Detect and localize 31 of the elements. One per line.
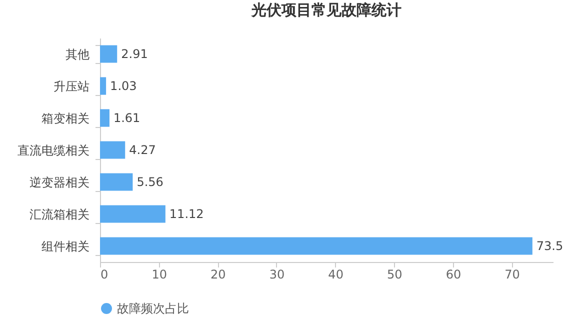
y-tick-label: 组件相关 <box>42 240 90 254</box>
x-tick-label: 60 <box>446 268 462 282</box>
y-tick-label: 直流电缆相关 <box>18 144 90 158</box>
bar <box>100 109 110 127</box>
bar <box>100 237 532 255</box>
y-tick-label: 箱变相关 <box>42 112 90 126</box>
data-label: 4.27 <box>129 143 156 157</box>
data-label: 1.61 <box>113 111 140 125</box>
x-tick-label: 20 <box>210 268 226 282</box>
chart-title: 光伏项目常见故障统计 <box>250 1 402 19</box>
data-label: 11.12 <box>169 207 204 221</box>
bar <box>100 77 106 95</box>
x-tick-label: 40 <box>328 268 344 282</box>
bar <box>100 141 126 159</box>
bar <box>100 173 133 191</box>
y-tick-label: 逆变器相关 <box>30 176 90 190</box>
x-tick-label: 70 <box>504 268 520 282</box>
x-tick-label: 50 <box>387 268 402 282</box>
x-tick-label: 10 <box>152 268 167 282</box>
x-tick-label: 0 <box>100 268 108 282</box>
bar <box>100 205 166 223</box>
legend-label: 故障频次占比 <box>117 302 189 316</box>
data-label: 1.03 <box>110 79 137 93</box>
data-label: 5.56 <box>136 175 164 189</box>
y-tick-label: 其他 <box>66 48 90 62</box>
y-tick-label: 升压站 <box>54 80 90 94</box>
y-tick-label: 汇流箱相关 <box>30 208 90 222</box>
bar <box>100 45 118 63</box>
data-label: 73.5 <box>536 239 564 253</box>
data-label: 2.91 <box>121 47 148 61</box>
x-tick-label: 30 <box>269 268 285 282</box>
